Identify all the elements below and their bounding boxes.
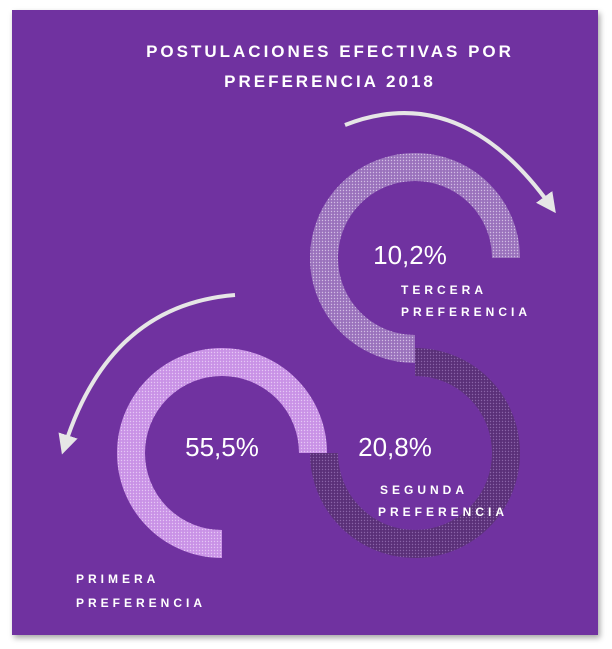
label: PRIMERA [76,572,159,586]
title: PREFERENCIA 2018 [224,72,436,91]
label: SEGUNDA [380,483,468,497]
value: 55,5% [185,432,259,462]
ring [310,348,520,558]
value: 20,8% [358,432,432,462]
title: POSTULACIONES EFECTIVAS POR [146,42,514,61]
arrow [344,111,556,214]
label: PREFERENCIA [378,505,508,519]
label: TERCERA [401,283,487,297]
panel [12,10,598,635]
ring [117,348,327,558]
ring [310,153,520,363]
value: 10,2% [373,240,447,270]
arrow [58,293,236,455]
label: PREFERENCIA [401,305,531,319]
label: PREFERENCIA [76,596,206,610]
